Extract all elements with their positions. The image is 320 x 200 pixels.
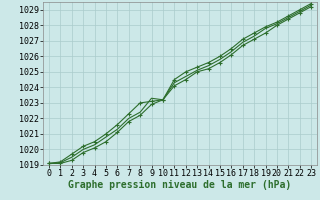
X-axis label: Graphe pression niveau de la mer (hPa): Graphe pression niveau de la mer (hPa) — [68, 180, 292, 190]
